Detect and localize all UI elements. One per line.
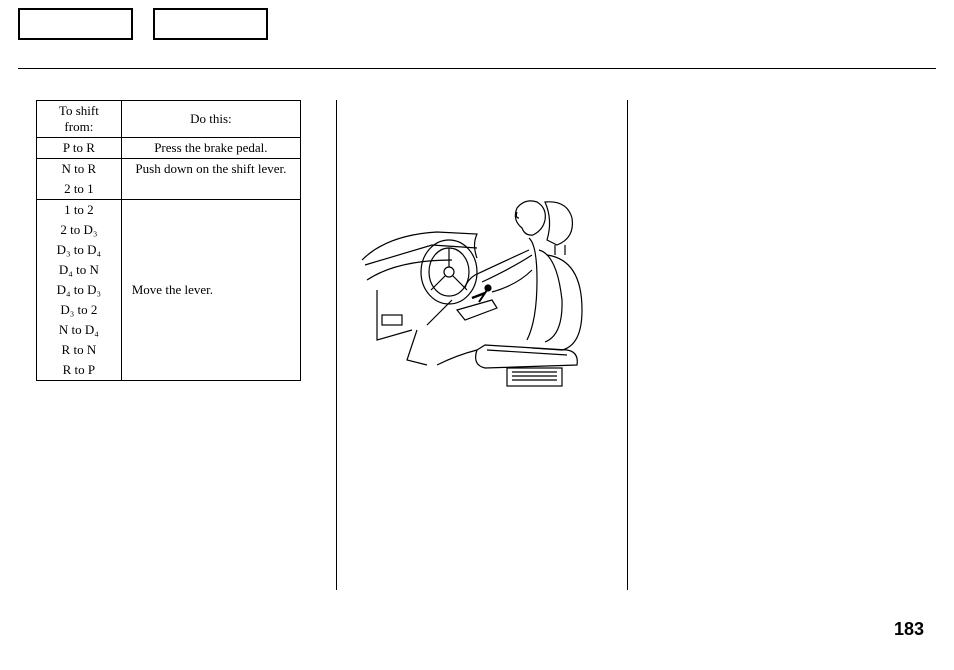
table-row: N to R <box>37 159 122 180</box>
driver-illustration <box>357 190 607 410</box>
table-row: Press the brake pedal. <box>121 138 300 159</box>
table-row: D₃ to D₄ <box>37 240 122 260</box>
left-column: To shift from: Do this: P to R Press the… <box>36 100 316 590</box>
table-row: Move the lever. <box>121 200 300 381</box>
table-row: D₄ to D₃ <box>37 280 122 300</box>
center-column <box>337 100 627 590</box>
page-content: To shift from: Do this: P to R Press the… <box>36 100 936 590</box>
table-row: P to R <box>37 138 122 159</box>
shift-instructions-table: To shift from: Do this: P to R Press the… <box>36 100 301 381</box>
table-row: D₄ to N <box>37 260 122 280</box>
table-row: 2 to D₃ <box>37 220 122 240</box>
table-row: 2 to 1 <box>37 179 122 200</box>
table-row: 1 to 2 <box>37 200 122 221</box>
table-row: R to N <box>37 340 122 360</box>
page-number: 183 <box>894 619 924 640</box>
nav-box-2[interactable] <box>153 8 268 40</box>
header-divider <box>18 68 936 69</box>
column-divider-2 <box>627 100 628 590</box>
table-row: Push down on the shift lever. <box>121 159 300 200</box>
nav-box-1[interactable] <box>18 8 133 40</box>
table-header-action: Do this: <box>121 101 300 138</box>
table-row: R to P <box>37 360 122 381</box>
table-row: D₃ to 2 <box>37 300 122 320</box>
table-header-from: To shift from: <box>37 101 122 138</box>
top-nav-boxes <box>18 8 268 40</box>
table-row: N to D₄ <box>37 320 122 340</box>
